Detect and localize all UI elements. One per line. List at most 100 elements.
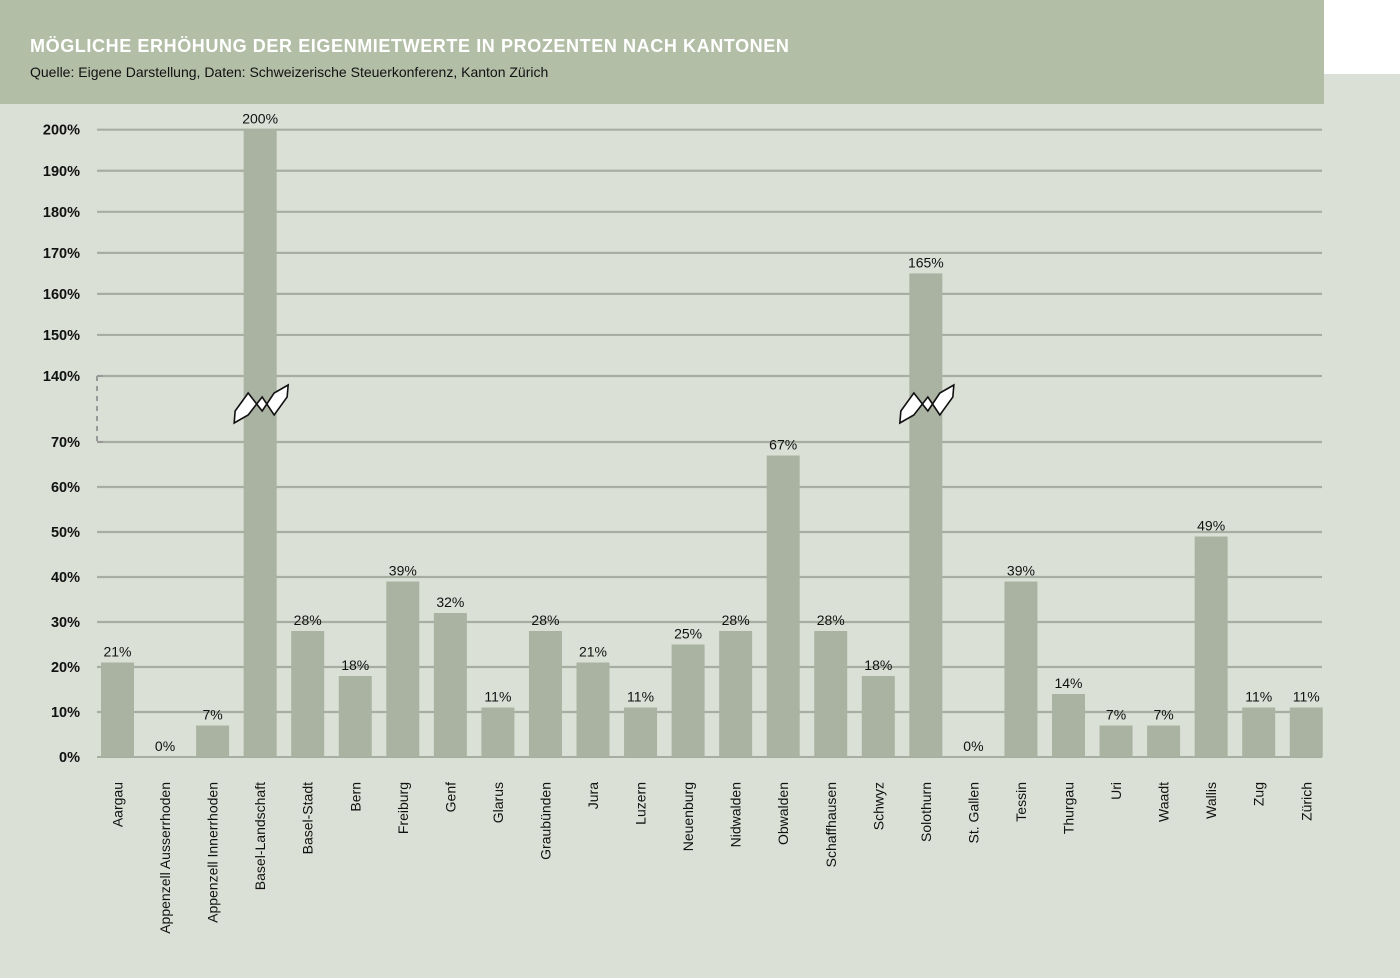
category-label: Waadt <box>1156 782 1172 822</box>
y-tick-label: 150% <box>43 328 80 344</box>
bar <box>719 631 753 757</box>
y-tick-label: 160% <box>43 287 80 303</box>
bar <box>1242 707 1276 757</box>
bar <box>671 644 705 757</box>
category-label: Genf <box>442 782 458 812</box>
value-label: 11% <box>627 689 654 705</box>
category-label: Zug <box>1251 782 1267 806</box>
category-label: Nidwalden <box>728 782 744 847</box>
value-label: 49% <box>1197 518 1225 534</box>
value-label: 7% <box>202 707 222 723</box>
category-label: Thurgau <box>1061 782 1077 834</box>
category-label: Jura <box>585 782 601 809</box>
value-label: 11% <box>484 689 511 705</box>
value-label: 14% <box>1054 675 1082 691</box>
category-label: Bern <box>347 782 363 812</box>
value-label: 67% <box>769 437 797 453</box>
chart-header: MÖGLICHE ERHÖHUNG DER EIGENMIETWERTE IN … <box>0 0 1324 104</box>
category-label: Tessin <box>1013 782 1029 822</box>
value-label: 11% <box>1245 689 1272 705</box>
value-label: 7% <box>1153 707 1173 723</box>
y-tick-label: 180% <box>43 205 80 221</box>
y-tick-label: 140% <box>43 369 80 385</box>
category-label: Appenzell Ausserrhoden <box>157 782 173 934</box>
category-label: Schwyz <box>870 782 886 830</box>
bar <box>1147 725 1181 757</box>
category-label: Aargau <box>110 782 126 827</box>
value-label: 25% <box>674 626 702 642</box>
value-label: 0% <box>963 738 983 754</box>
y-tick-label: 170% <box>43 246 80 262</box>
category-label: Freiburg <box>395 782 411 834</box>
axis-break-marker <box>898 383 955 425</box>
value-label: 200% <box>242 111 278 127</box>
y-tick-label: 30% <box>51 615 80 631</box>
category-label: Uri <box>1108 782 1124 800</box>
bar <box>196 725 230 757</box>
bar <box>1099 725 1133 757</box>
bar <box>386 581 420 757</box>
bar <box>481 707 515 757</box>
bar <box>576 662 610 757</box>
category-label: Solothurn <box>918 782 934 842</box>
category-label: Obwalden <box>775 782 791 845</box>
value-label: 32% <box>436 594 464 610</box>
category-label: Neuenburg <box>680 782 696 851</box>
axis-break-marker <box>233 383 290 425</box>
bar <box>291 631 325 757</box>
value-label: 28% <box>722 612 750 628</box>
background-panel-right <box>1324 74 1400 978</box>
value-label: 39% <box>1007 563 1035 579</box>
category-label: Wallis <box>1203 782 1219 819</box>
value-label: 0% <box>155 738 175 754</box>
category-label: Zürich <box>1298 782 1314 821</box>
bar <box>814 631 848 757</box>
bar <box>861 676 895 757</box>
value-label: 39% <box>389 563 417 579</box>
y-tick-label: 10% <box>51 705 80 721</box>
chart-title: MÖGLICHE ERHÖHUNG DER EIGENMIETWERTE IN … <box>30 36 790 56</box>
bar <box>338 676 372 757</box>
y-tick-label: 190% <box>43 164 80 180</box>
bar <box>1004 581 1038 757</box>
value-label: 11% <box>1293 689 1320 705</box>
bar <box>433 613 467 757</box>
bar <box>101 662 134 757</box>
value-label: 28% <box>817 612 845 628</box>
bar <box>1289 707 1323 757</box>
category-label: Luzern <box>633 782 649 825</box>
value-label: 7% <box>1106 707 1126 723</box>
value-label: 28% <box>531 612 559 628</box>
bar <box>624 707 658 757</box>
bar <box>243 129 277 757</box>
chart-subtitle: Quelle: Eigene Darstellung, Daten: Schwe… <box>30 64 549 80</box>
category-label: Graubünden <box>537 782 553 860</box>
bar <box>528 631 562 757</box>
category-label: Schaffhausen <box>823 782 839 867</box>
y-tick-label: 60% <box>51 480 80 496</box>
category-label: St. Gallen <box>965 782 981 843</box>
bar <box>766 455 800 757</box>
chart-panel <box>0 104 1324 978</box>
y-tick-label: 70% <box>51 435 80 451</box>
y-tick-label: 20% <box>51 660 80 676</box>
category-label: Basel-Landschaft <box>252 782 268 890</box>
value-label: 18% <box>341 657 369 673</box>
category-label: Glarus <box>490 782 506 823</box>
value-label: 21% <box>579 644 607 660</box>
value-label: 18% <box>864 657 892 673</box>
bar <box>909 273 943 757</box>
value-label: 28% <box>294 612 322 628</box>
y-tick-label: 200% <box>43 123 80 139</box>
y-tick-label: 50% <box>51 525 80 541</box>
bar <box>1052 694 1085 757</box>
value-label: 165% <box>908 254 944 270</box>
y-tick-label: 40% <box>51 570 80 586</box>
category-label: Basel-Stadt <box>300 782 316 854</box>
category-label: Appenzell Innerrhoden <box>205 782 221 923</box>
bar <box>1194 536 1228 757</box>
value-label: 21% <box>103 644 131 660</box>
y-tick-label: 0% <box>59 750 80 766</box>
